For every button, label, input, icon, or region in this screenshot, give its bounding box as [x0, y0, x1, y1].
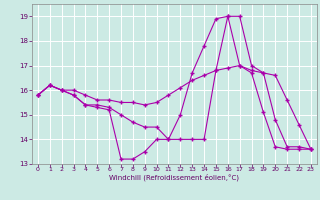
X-axis label: Windchill (Refroidissement éolien,°C): Windchill (Refroidissement éolien,°C) [109, 174, 239, 181]
